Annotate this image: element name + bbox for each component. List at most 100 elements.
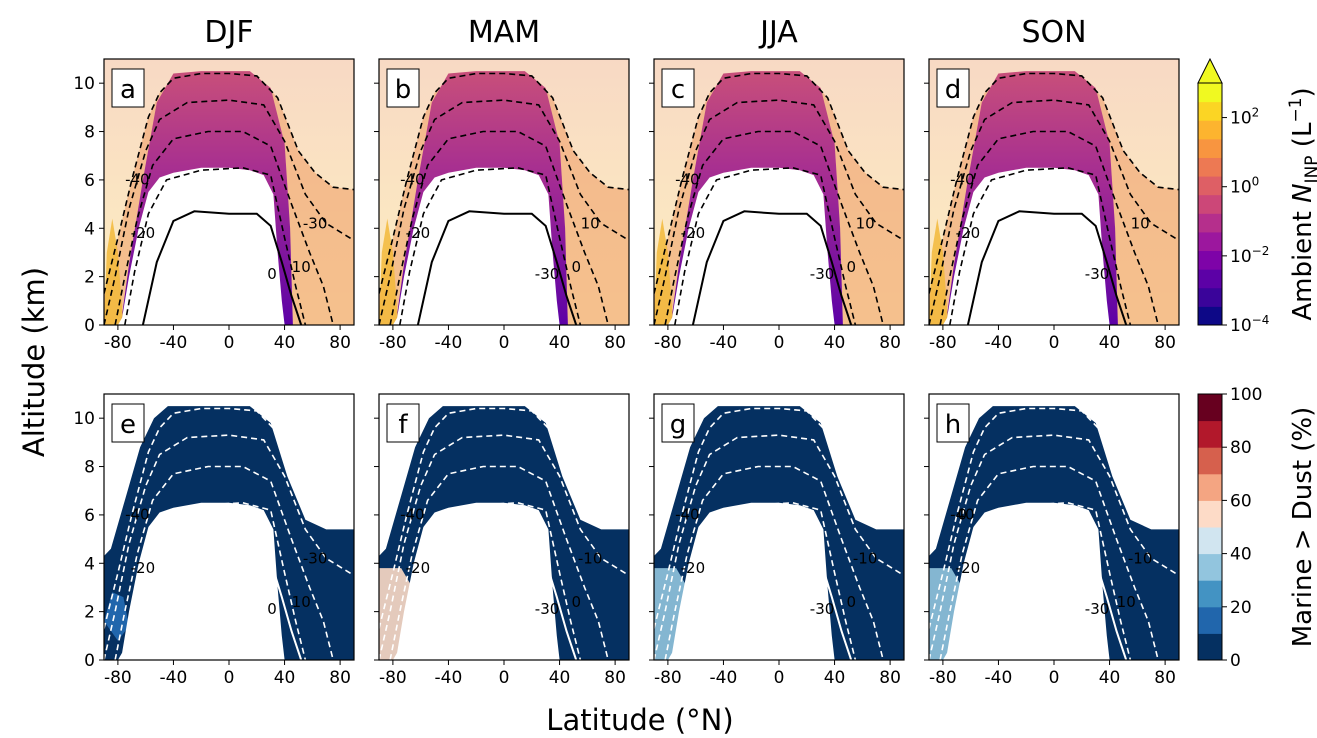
x-tick-label: 80 xyxy=(604,333,626,353)
colorbar-tick-label: 100 xyxy=(1230,175,1259,198)
x-tick-label: 40 xyxy=(1099,668,1121,688)
isotherm-line xyxy=(416,545,578,660)
colorbar-swatch xyxy=(1198,527,1222,555)
isotherm-label: -20 xyxy=(681,559,706,577)
svg-text:d: d xyxy=(945,75,962,105)
colorbar-tick-label: 20 xyxy=(1230,598,1252,618)
isotherm-label: -20 xyxy=(956,559,981,577)
isotherm-line xyxy=(379,407,629,629)
colorbar-swatch xyxy=(1198,120,1222,140)
colorbar-swatch xyxy=(1198,394,1222,422)
isotherm-label: 10 xyxy=(292,593,311,611)
isotherm-line xyxy=(929,407,1179,629)
isotherm-label: -40 xyxy=(950,171,975,189)
terrain-mask xyxy=(929,502,1179,660)
panel-d: -40 -20 -30 10 d SON -80 -40 0 40 80 xyxy=(924,15,1180,353)
colorbar-swatch xyxy=(1198,250,1222,270)
x-tick-label: -40 xyxy=(985,333,1013,353)
svg-text:h: h xyxy=(945,410,961,440)
isotherm-label: 10 xyxy=(856,214,875,232)
terrain-mask xyxy=(379,167,629,325)
panel-a: -40 -20 0 -30 10 a DJF -80 -40 0 40 80 0 2 4 6 8 10 xyxy=(73,15,355,353)
isotherm-line xyxy=(949,166,1132,325)
x-tick-label: -40 xyxy=(710,668,738,688)
isotherm-label: -30 xyxy=(535,265,560,283)
panel-letter: h xyxy=(936,403,970,443)
isotherm-label: -30 xyxy=(810,265,835,283)
isotherm-line xyxy=(654,407,904,629)
colorbar-label: Marine > Dust (%) xyxy=(1288,407,1317,648)
x-tick-label: 80 xyxy=(1154,668,1176,688)
terrain-mask xyxy=(104,167,354,325)
x-tick-label: 40 xyxy=(824,668,846,688)
isotherm-line xyxy=(674,501,857,660)
x-tick-label: -40 xyxy=(985,668,1013,688)
x-tick-label: 0 xyxy=(774,333,785,353)
x-tick-label: -80 xyxy=(104,333,132,353)
isotherm-label: -20 xyxy=(406,559,431,577)
panel-f: -40 -20 -30 -10 0 f -80 -40 0 40 80 xyxy=(374,393,630,688)
x-tick-label: -80 xyxy=(929,333,957,353)
x-tick-label: 40 xyxy=(1099,333,1121,353)
x-tick-label: 0 xyxy=(224,333,235,353)
x-tick-label: -80 xyxy=(379,668,407,688)
x-tick-label: -80 xyxy=(929,668,957,688)
isotherm-label: 10 xyxy=(1131,214,1150,232)
isotherm-label: 10 xyxy=(292,258,311,276)
colorbar-swatch xyxy=(1198,138,1222,158)
x-tick-label: 40 xyxy=(549,668,571,688)
colorbar-swatch xyxy=(1198,213,1222,233)
isotherm-label: 10 xyxy=(1117,593,1136,611)
isotherm-line xyxy=(949,501,1132,660)
x-tick-label: 40 xyxy=(274,668,296,688)
panel-letter: b xyxy=(386,68,420,108)
x-tick-label: -80 xyxy=(654,668,682,688)
isotherm-label: 0 xyxy=(958,506,968,524)
panel-b: -40 -20 -30 10 0 b MAM -80 -40 0 40 80 xyxy=(374,15,630,353)
y-tick-label: 10 xyxy=(73,74,95,94)
y-tick-label: 2 xyxy=(84,603,95,623)
x-tick-label: 0 xyxy=(499,333,510,353)
x-tick-label: 0 xyxy=(224,668,235,688)
ninp-high-patch xyxy=(929,218,949,325)
x-axis-label: Latitude (°N) xyxy=(546,703,733,737)
isotherm-label: 0 xyxy=(571,258,581,276)
isotherm-line xyxy=(654,72,904,294)
isotherm-label: -30 xyxy=(810,600,835,618)
colorbar-swatch xyxy=(1198,306,1222,326)
isotherm-line xyxy=(379,72,629,294)
y-tick-label: 0 xyxy=(84,651,95,671)
isotherm-line xyxy=(664,465,884,660)
isotherm-line xyxy=(399,166,582,325)
x-tick-label: 80 xyxy=(604,668,626,688)
isotherm-label: 0 xyxy=(267,600,277,618)
svg-text:e: e xyxy=(120,410,136,440)
isotherm-label: -30 xyxy=(1085,600,1110,618)
svg-text:f: f xyxy=(398,410,408,440)
panel-letter: g xyxy=(661,403,695,443)
isotherm-line xyxy=(141,545,303,660)
isotherm-line xyxy=(104,72,354,294)
colorbar-extend-arrow xyxy=(1197,57,1223,84)
panel-g: -40 -20 -30 -10 0 g -80 -40 0 40 80 xyxy=(649,393,905,688)
x-tick-label: 80 xyxy=(879,668,901,688)
x-tick-label: -40 xyxy=(160,333,188,353)
x-tick-label: 40 xyxy=(274,333,296,353)
isotherm-line xyxy=(416,210,578,325)
isotherm-line xyxy=(114,465,334,660)
x-tick-label: 40 xyxy=(824,333,846,353)
isotherm-line xyxy=(691,545,853,660)
colorbar-swatch xyxy=(1198,83,1222,103)
isotherm-label: -20 xyxy=(131,224,156,242)
isotherm-label: -40 xyxy=(675,171,700,189)
colorbar-swatch xyxy=(1198,231,1222,252)
isotherm-label: -30 xyxy=(535,600,560,618)
colorbar-swatch xyxy=(1198,606,1222,634)
terrain-mask xyxy=(379,502,629,660)
isotherm-label: -20 xyxy=(131,559,156,577)
colorbar-swatch xyxy=(1198,176,1222,196)
isotherm-label: 0 xyxy=(267,265,277,283)
isotherm-label: -30 xyxy=(303,214,328,232)
